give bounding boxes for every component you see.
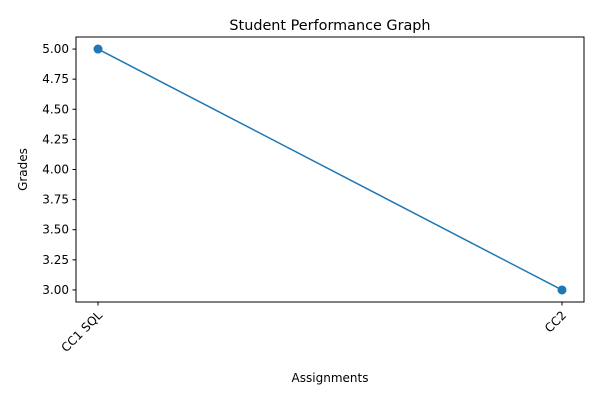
data-point-cc2 [557, 285, 567, 295]
x-tick-label: CC2 [542, 308, 569, 335]
y-axis-label: Grades [16, 148, 30, 191]
y-tick-label: 4.25 [42, 132, 69, 146]
y-tick-label: 5.00 [42, 42, 69, 56]
y-tick-label: 3.00 [42, 283, 69, 297]
y-axis-ticks: 3.00 3.25 3.50 3.75 4.00 4.25 4.50 4.75 5.00 [42, 42, 76, 297]
x-axis-label: Assignments [292, 371, 369, 385]
chart-title: Student Performance Graph [229, 18, 430, 34]
y-tick-label: 3.50 [42, 223, 69, 237]
y-tick-label: 4.75 [42, 72, 69, 86]
y-tick-label: 3.75 [42, 193, 69, 207]
data-point-cc1-sql [93, 44, 103, 54]
x-tick-label: CC1 SQL [58, 308, 105, 355]
series-line [97, 48, 563, 291]
y-tick-label: 4.50 [42, 102, 69, 116]
series-layer [93, 44, 567, 295]
plot-frame [75, 36, 585, 303]
y-tick-label: 4.00 [42, 163, 69, 177]
x-axis-ticks: CC1 SQL CC2 [58, 302, 569, 355]
y-tick-label: 3.25 [42, 253, 69, 267]
